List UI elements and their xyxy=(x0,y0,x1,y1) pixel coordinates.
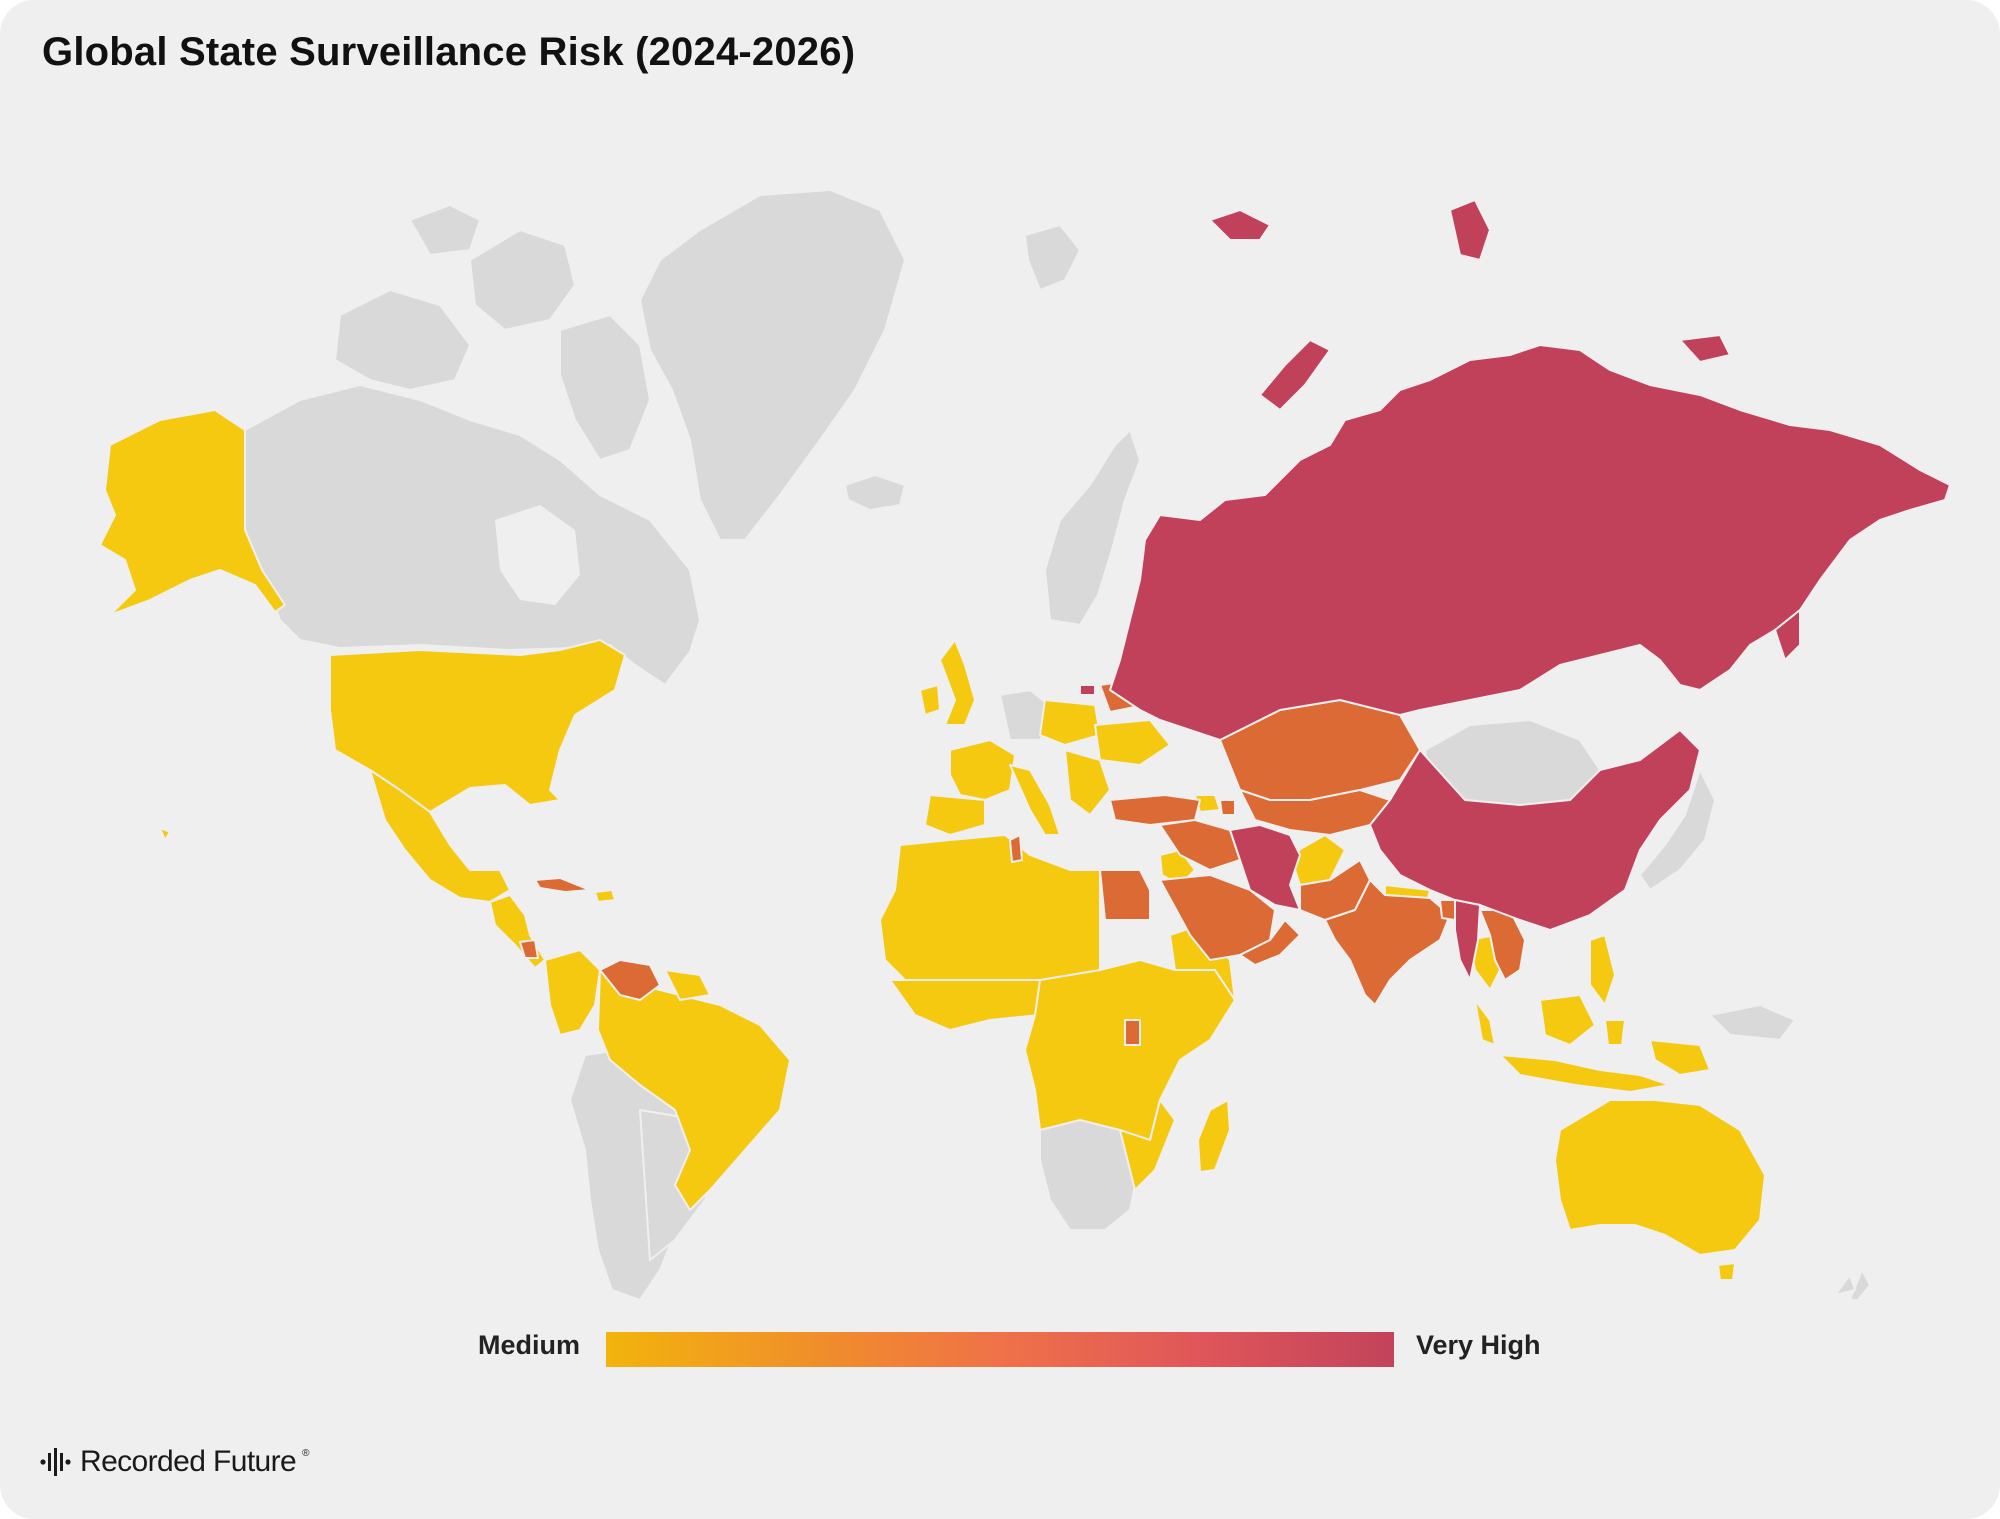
region-tunisia xyxy=(1009,834,1023,863)
region-colombia xyxy=(544,949,601,1036)
region-canada xyxy=(244,384,701,686)
region-novaya-zemlya xyxy=(1259,339,1331,411)
region-hispaniola xyxy=(594,889,616,903)
region-west-africa xyxy=(889,979,1041,1031)
region-north-africa xyxy=(879,834,1101,981)
region-arctic-islands-3 xyxy=(409,204,481,256)
legend-min-label: Medium xyxy=(478,1330,581,1360)
region-iran xyxy=(1229,824,1301,911)
region-myanmar xyxy=(1454,899,1481,981)
region-kamchatka xyxy=(1774,609,1801,661)
region-baffin xyxy=(559,314,651,461)
region-bangladesh xyxy=(1439,899,1456,921)
region-philippines xyxy=(1589,934,1616,1006)
region-azerbaijan xyxy=(1219,799,1236,816)
region-india xyxy=(1324,879,1451,1006)
region-oman-yemen xyxy=(1239,919,1301,966)
region-alaska xyxy=(99,409,286,616)
region-kaliningrad xyxy=(1079,684,1096,696)
region-new-zealand xyxy=(1849,1269,1871,1300)
region-arctic-islands xyxy=(334,289,471,391)
region-pacific-islands xyxy=(1709,1004,1796,1041)
region-borneo xyxy=(1539,994,1596,1046)
region-germany-poland xyxy=(1039,699,1101,746)
high-risk-regions xyxy=(519,679,1526,1046)
region-france xyxy=(949,739,1016,801)
region-brazil xyxy=(597,969,791,1211)
region-ireland xyxy=(919,684,941,716)
region-indonesia xyxy=(1499,1054,1671,1093)
brand-name: Recorded Future xyxy=(80,1445,297,1478)
region-japan xyxy=(1639,769,1716,891)
region-cuba xyxy=(534,877,591,893)
region-arctic-islands-2 xyxy=(469,229,576,331)
region-balkans xyxy=(1064,749,1111,816)
region-guyanas xyxy=(664,969,711,1001)
region-madagascar xyxy=(1197,1099,1231,1173)
region-mexico xyxy=(369,769,511,903)
region-sulawesi xyxy=(1604,1019,1626,1046)
region-australia xyxy=(1554,1099,1766,1256)
region-mozambique xyxy=(1119,1099,1176,1191)
region-svalbard xyxy=(1024,224,1081,291)
region-uganda xyxy=(1124,1019,1141,1046)
medium-risk-regions xyxy=(99,409,1766,1281)
region-hawaii xyxy=(159,827,171,841)
region-afghanistan xyxy=(1289,834,1346,886)
region-severnaya-zemlya xyxy=(1449,199,1491,261)
region-egypt xyxy=(1099,869,1151,921)
legend-gradient-bar xyxy=(606,1332,1394,1367)
world-map xyxy=(99,189,1951,1300)
region-ukraine xyxy=(1094,719,1171,766)
region-iberia xyxy=(924,794,986,836)
region-new-siberian-islands xyxy=(1679,334,1731,363)
region-malaysia xyxy=(1474,999,1496,1046)
region-new-zealand-2 xyxy=(1834,1274,1856,1296)
region-united-kingdom xyxy=(939,639,976,726)
region-russia xyxy=(1109,344,1951,741)
region-china xyxy=(1369,729,1701,931)
region-greenland xyxy=(639,189,906,541)
region-hudson-bay xyxy=(495,505,580,605)
region-nicaragua xyxy=(519,939,539,959)
brand-registered-mark: ® xyxy=(302,1448,310,1459)
region-tasmania xyxy=(1717,1262,1736,1281)
region-venezuela xyxy=(599,959,661,1001)
region-scandinavia xyxy=(1044,429,1141,626)
brand-logo: Recorded Future ® xyxy=(40,1444,310,1480)
very-high-risk-regions xyxy=(1079,199,1951,981)
region-franz-josef xyxy=(1209,209,1271,241)
recorded-future-logo-icon xyxy=(40,1448,71,1476)
no-data-regions xyxy=(244,189,1871,1300)
region-papua xyxy=(1649,1039,1711,1076)
region-italy xyxy=(1009,764,1061,836)
page-title: Global State Surveillance Risk (2024-202… xyxy=(42,30,856,74)
region-iceland xyxy=(844,474,906,511)
legend-max-label: Very High xyxy=(1416,1330,1541,1360)
